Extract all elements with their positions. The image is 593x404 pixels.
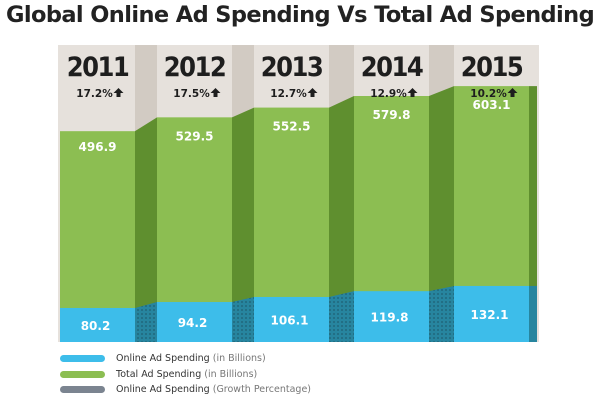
legend-item-total-spending: Total Ad Spending (in Billions) (60, 367, 311, 383)
growth-label: 17.2% (76, 88, 113, 100)
legend-swatch-total (60, 370, 105, 378)
connector-total-segment (135, 117, 157, 342)
legend-label-growth: Online Ad Spending (Growth Percentage) (116, 384, 311, 396)
total-value-label: 496.9 (79, 140, 117, 154)
year-label: 2011 (67, 52, 129, 83)
online-value-label: 94.2 (178, 316, 208, 330)
chart-legend: Online Ad Spending (in Billions) Total A… (60, 351, 311, 398)
year-label: 2014 (361, 52, 423, 83)
growth-label: 17.5% (173, 88, 210, 100)
connector-online-segment (232, 296, 254, 342)
online-bar (60, 307, 135, 342)
total-value-label: 603.1 (473, 98, 511, 112)
total-value-label: 552.5 (273, 120, 311, 134)
growth-up-arrow-icon (307, 88, 318, 97)
online-bar (254, 296, 329, 342)
online-value-label: 132.1 (471, 308, 509, 322)
legend-item-online-spending: Online Ad Spending (in Billions) (60, 351, 311, 367)
trailing-strip-online (529, 285, 537, 342)
legend-label-total: Total Ad Spending (in Billions) (116, 368, 258, 380)
connector-total-segment (429, 86, 454, 343)
online-bar (454, 285, 529, 342)
legend-label-online: Online Ad Spending (in Billions) (116, 353, 266, 365)
year-label: 2013 (261, 52, 323, 83)
growth-label: 12.9% (370, 88, 407, 100)
online-value-label: 106.1 (271, 313, 309, 327)
connector-online-segment (329, 291, 354, 342)
online-bar (157, 302, 232, 342)
growth-up-arrow-icon (507, 88, 518, 97)
total-value-label: 529.5 (176, 129, 214, 143)
growth-up-arrow-icon (407, 88, 418, 97)
legend-swatch-growth (60, 386, 105, 394)
growth-label: 12.7% (270, 88, 307, 100)
connector-online-segment (135, 302, 157, 342)
connector-online-segment (429, 285, 454, 342)
total-value-label: 579.8 (373, 108, 411, 122)
growth-up-arrow-icon (113, 88, 124, 97)
growth-up-arrow-icon (210, 88, 221, 97)
connector-total-segment (329, 95, 354, 342)
connector-total-segment (232, 107, 254, 342)
year-label: 2015 (461, 52, 523, 83)
online-value-label: 80.2 (81, 319, 111, 333)
chart-title: Global Online Ad Spending Vs Total Ad Sp… (6, 2, 593, 28)
online-value-label: 119.8 (371, 311, 409, 325)
total-bar (60, 131, 135, 342)
legend-swatch-online (60, 355, 105, 363)
year-label: 2012 (164, 52, 226, 83)
growth-label: 10.2% (470, 88, 507, 100)
trailing-strip-total (529, 86, 537, 343)
legend-item-growth: Online Ad Spending (Growth Percentage) (60, 382, 311, 398)
online-bar (354, 291, 429, 342)
